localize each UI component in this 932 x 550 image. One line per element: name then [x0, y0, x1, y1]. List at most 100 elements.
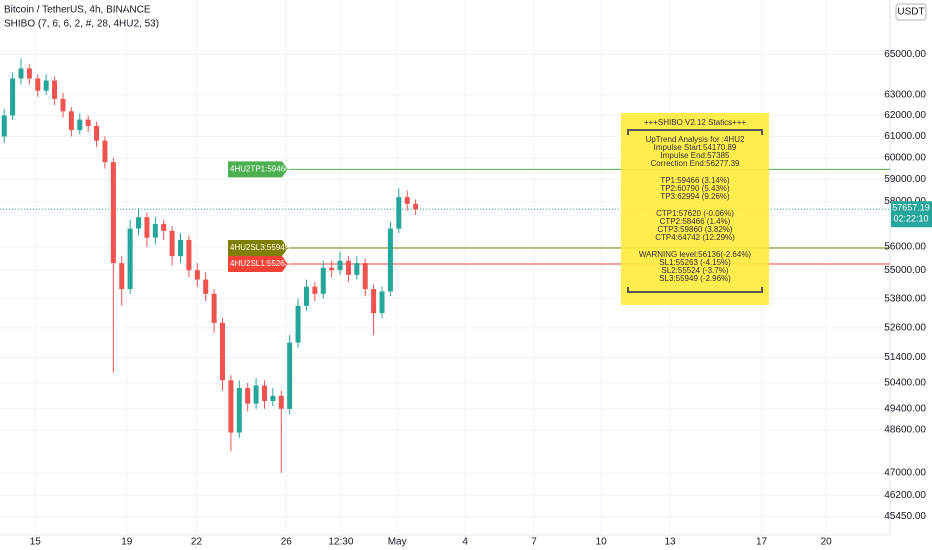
candle-body [387, 228, 393, 292]
candle-body [169, 230, 175, 257]
candle-body [295, 305, 301, 343]
candle-body [362, 263, 368, 290]
candle-body [144, 217, 150, 238]
currency-label[interactable]: USDT [897, 7, 924, 18]
candle-body [270, 395, 276, 401]
level-tag [228, 255, 288, 272]
candle-body [85, 119, 91, 126]
y-tick-label: 63000.00 [884, 89, 926, 100]
level-label: 4HU2SL3:55949 [230, 243, 290, 252]
stats-line: CTP2:58466 (1.4%) [660, 217, 731, 226]
stats-line: SL2:55524 (-3.7%) [661, 266, 728, 275]
y-tick-label: 53800.00 [884, 293, 926, 304]
x-tick-label: May [388, 537, 407, 548]
candle-body [77, 119, 83, 131]
candle-body [261, 385, 267, 401]
y-tick-label: 55000.00 [884, 265, 926, 276]
level-tag [228, 240, 288, 257]
candle-body [287, 342, 293, 409]
last-price-label: 57657.19 [892, 203, 930, 213]
candle-body [220, 322, 225, 381]
stats-title: +++SHIBO V2.12 Statics+++ [644, 118, 747, 127]
x-tick-label: 19 [121, 537, 133, 548]
y-tick-label: 45450.00 [884, 511, 926, 522]
candle-body [245, 388, 251, 404]
y-tick-label: 52600.00 [884, 322, 926, 333]
x-tick-label: 13 [664, 537, 676, 548]
x-tick-label: 4 [462, 537, 468, 548]
candle-body [413, 203, 419, 210]
candle-body [178, 239, 184, 257]
stats-line: SL1:55263 (-4.15%) [659, 258, 731, 267]
bracket-top [627, 129, 763, 135]
candle-body [236, 388, 242, 433]
candle-body [10, 78, 16, 116]
y-tick-label: 50400.00 [884, 378, 926, 389]
stats-line: TP2:60790 (5.43%) [660, 184, 730, 193]
stats-line: CTP1:57620 (-0.06%) [656, 209, 734, 218]
level-label: 4HU2TP1:59466 [230, 164, 290, 173]
candle-body [404, 197, 410, 204]
candle-body [161, 224, 167, 231]
candle-body [337, 260, 343, 271]
stats-line: Impulse Start:54170.89 [654, 143, 737, 152]
y-tick-label: 46200.00 [884, 490, 926, 501]
candle-body [152, 224, 158, 238]
y-tick-label: 49400.00 [884, 403, 926, 414]
candle-body [354, 263, 360, 275]
x-tick-label: 26 [281, 537, 293, 548]
y-tick-label: 59000.00 [884, 174, 926, 185]
y-tick-label: 56000.00 [884, 242, 926, 253]
candle-body [329, 267, 335, 271]
countdown-label: 02:22:10 [893, 214, 928, 224]
chart-title: Bitcoin / TetherUS, 4h, BINANCE [4, 5, 151, 16]
bracket-bottom [627, 287, 763, 293]
candle-body [320, 267, 326, 294]
x-tick-label: 12:30 [328, 537, 353, 548]
candle-body [186, 239, 192, 271]
y-tick-label: 48600.00 [884, 425, 926, 436]
stats-line: Correction End:56277.39 [651, 159, 741, 168]
x-tick-label: 20 [821, 537, 833, 548]
last-price-badge [891, 201, 932, 228]
stats-line: TP1:59466 (3.14%) [660, 176, 730, 185]
indicator-title: SHIBO (7, 6, 6, 2, #, 28, 4HU2, 53) [4, 19, 159, 30]
candle-body [371, 289, 377, 314]
candle-body [345, 260, 351, 275]
x-tick-label: 10 [596, 537, 608, 548]
stats-line: TP3:62994 (9.26%) [660, 192, 730, 201]
y-tick-label: 51400.00 [884, 352, 926, 363]
candle-body [119, 263, 125, 290]
stats-line: WARNING level:56136(-2.64%) [639, 250, 752, 259]
candle-body [127, 228, 133, 290]
y-tick-label: 61000.00 [884, 131, 926, 142]
candle-body [1, 115, 7, 137]
level-label: 4HU2SL1:55263 [230, 259, 290, 268]
y-tick-label: 60000.00 [884, 152, 926, 163]
candle-body [194, 270, 200, 280]
candle-body [228, 380, 234, 433]
x-tick-label: 15 [30, 537, 42, 548]
candle-body [68, 111, 74, 131]
y-tick-label: 47000.00 [884, 468, 926, 479]
stats-line: SL3:55949 (-2.96%) [659, 274, 731, 283]
candle-body [110, 162, 116, 264]
level-tag [228, 161, 288, 178]
stats-line: UpTrend Analysis for :4HU2 [646, 135, 745, 144]
x-tick-label: 17 [756, 537, 768, 548]
candle-body [312, 286, 318, 294]
candle-body [35, 78, 41, 91]
candle-body [18, 68, 24, 79]
candle-body [379, 291, 385, 314]
stats-line: Impulse End:57385 [661, 151, 730, 160]
candle-body [253, 385, 259, 404]
candle-body [52, 80, 58, 99]
y-tick-label: 62000.00 [884, 110, 926, 121]
candle-body [278, 395, 284, 409]
x-tick-label: 22 [191, 537, 203, 548]
candle-body [396, 197, 402, 229]
currency-button[interactable] [895, 3, 927, 21]
candle-body [203, 279, 209, 294]
